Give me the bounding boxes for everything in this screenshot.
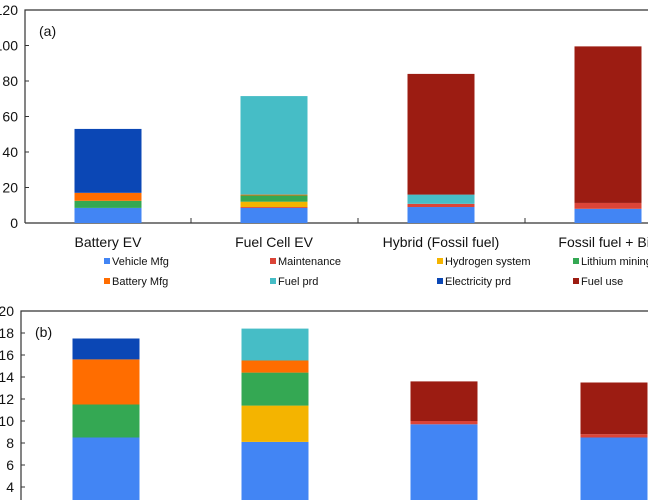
bar-segment-vehicle-mfg <box>240 207 308 223</box>
category-label: Hybrid (Fossil fuel) <box>383 234 500 250</box>
bar-segment-maintenance <box>240 207 308 208</box>
bar-segment-vehicle-mfg <box>74 207 142 223</box>
y-tick-label: 20 <box>2 180 18 196</box>
y-tick-label: 120 <box>0 2 18 18</box>
legend-swatch <box>270 278 276 284</box>
legend-swatch <box>573 258 579 264</box>
legend: Vehicle Mfg Maintenance Hydrogen system Lit… <box>104 256 648 288</box>
bar-segment-fuel-use <box>410 381 478 421</box>
bar-segment-battery-mfg <box>240 194 308 196</box>
legend-label: Battery Mfg <box>112 276 168 288</box>
legend-swatch <box>104 278 110 284</box>
bar-segment-vehicle-mfg <box>410 424 478 500</box>
bar-segment-hydrogen-system <box>241 405 309 442</box>
legend-swatch <box>270 258 276 264</box>
legend-swatch <box>104 258 110 264</box>
y-tick-label: 18 <box>0 325 14 341</box>
y-tick-label: 100 <box>0 38 18 54</box>
y-tick-label: 8 <box>6 435 14 451</box>
bar-segment-battery-mfg <box>72 359 140 405</box>
bar-segment-electricity-prd <box>72 338 140 360</box>
y-tick-label: 60 <box>2 109 18 125</box>
bar-segment-lithium-mining <box>72 404 140 438</box>
bar-segment-maintenance <box>407 203 475 208</box>
panel-a: 0 20 40 60 80 100 120 (a) Battery EV Fuel Cell EV… <box>0 2 648 250</box>
bar-segment-lithium-mining <box>241 372 309 406</box>
legend-label: Vehicle Mfg <box>112 256 169 268</box>
y-tick-label: 80 <box>2 73 18 89</box>
bar-segment-maintenance <box>574 202 642 209</box>
bar-segment-battery-mfg <box>74 192 142 201</box>
bar-segment-maintenance <box>410 421 478 425</box>
y-tick-label: 12 <box>0 391 14 407</box>
bar-segment-fuel-use <box>580 382 648 435</box>
y-tick-label: 14 <box>0 369 14 385</box>
bar-segment-lithium-mining <box>74 200 142 208</box>
legend-label: Lithium mining <box>581 256 648 268</box>
bar-segment-vehicle-mfg <box>241 441 309 500</box>
legend-swatch <box>437 258 443 264</box>
bar-segment-fuel-use <box>574 46 642 203</box>
bar-segment-vehicle-mfg <box>72 437 140 500</box>
panel-label: (b) <box>35 324 52 340</box>
y-tick-label: 0 <box>10 215 18 231</box>
legend-label: Fuel use <box>581 276 623 288</box>
bar-segment-maintenance <box>580 434 648 438</box>
y-tick-label: 16 <box>0 347 14 363</box>
legend-label: Maintenance <box>278 256 341 268</box>
category-label: Fossil fuel + Bio <box>558 234 648 250</box>
legend-swatch <box>573 278 579 284</box>
legend-label: Electricity prd <box>445 276 511 288</box>
legend-label: Hydrogen system <box>445 256 531 268</box>
legend-swatch <box>437 278 443 284</box>
legend-label: Fuel prd <box>278 276 318 288</box>
bar-segment-vehicle-mfg <box>580 437 648 500</box>
bar-segment-hydrogen-system <box>240 201 308 208</box>
bar-segment-fuel-prd <box>407 194 475 204</box>
bar-segment-lithium-mining <box>240 195 308 202</box>
panel-label: (a) <box>39 23 56 39</box>
bar-segment-fuel-use <box>407 73 475 195</box>
y-tick-label: 40 <box>2 144 18 160</box>
y-tick-label: 4 <box>6 479 14 495</box>
category-label: Fuel Cell EV <box>235 234 313 250</box>
bar-segment-fuel-prd <box>241 328 309 361</box>
bar-segment-vehicle-mfg <box>574 208 642 223</box>
y-tick-label: 10 <box>0 413 14 429</box>
panel-b: 4 6 8 10 12 14 16 18 20 (b) <box>0 303 648 500</box>
bar-segment-electricity-prd <box>74 128 142 193</box>
bar-segment-fuel-prd <box>240 96 308 195</box>
y-tick-label: 20 <box>0 303 14 319</box>
category-label: Battery EV <box>75 234 143 250</box>
bar-segment-vehicle-mfg <box>407 207 475 223</box>
bar-segment-battery-mfg <box>241 360 309 373</box>
y-tick-label: 6 <box>6 457 14 473</box>
